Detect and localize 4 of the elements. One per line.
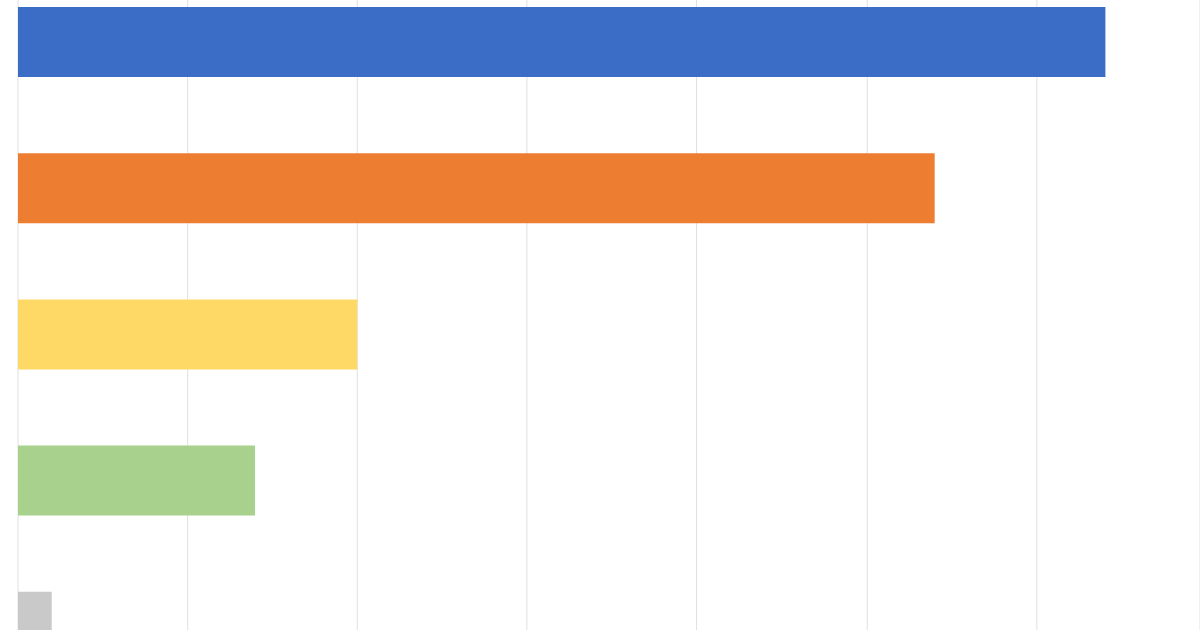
bar (18, 299, 358, 370)
bar (18, 445, 256, 516)
bar (18, 153, 935, 224)
bar (18, 7, 1106, 77)
